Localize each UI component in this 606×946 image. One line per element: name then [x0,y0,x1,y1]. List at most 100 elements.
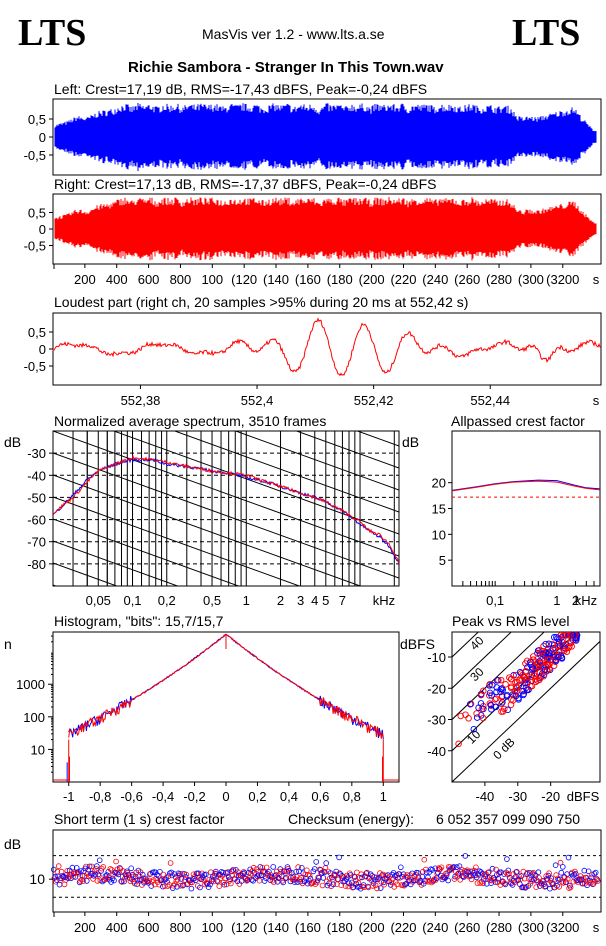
loudest-part-title: Loudest part (right ch, 20 samples >95% … [54,294,469,310]
histogram-ylabel: n [4,636,12,652]
short-crest-point [113,858,119,865]
short-crest-point [539,878,546,884]
short-crest-point [564,876,571,882]
peak-rms-point [555,653,562,661]
right-waveform-xtick-label: 200 [74,272,96,287]
peak-rms-point [532,678,540,686]
peak-rms-point [497,688,504,696]
right-waveform-trace [54,197,597,261]
crest-xunit: kHz [575,593,597,608]
peak-rms-point [509,697,517,704]
spectrum-frame [52,430,400,587]
short-crest-point [350,884,357,890]
short-crest-point [245,876,251,883]
short-crest-point [375,875,382,882]
short-crest-point [591,870,598,877]
short-crest-point [188,885,195,892]
spectrum-xtick-label: 3 [297,593,304,608]
short-crest-point [438,864,445,871]
short-crest-point [502,881,509,888]
short-crest-point [459,873,466,879]
right-waveform-xtick-label: (3200 [546,272,579,287]
short-crest-point [421,856,428,863]
peak-rms-point [518,676,526,683]
right-waveform-xtick-label: (160 [295,272,321,287]
short-crest-point [77,878,83,884]
short-crest-point [592,869,599,876]
right-waveform-xtick-label: 100 [201,272,223,287]
short-crest-point [486,869,492,875]
left-waveform-ytick-label: 0 [39,130,46,145]
histogram-xtick-label: 1 [380,789,387,804]
short-crest-point [64,867,71,874]
peak-rms-point [465,715,472,722]
peak-rms-diagonal-label: 30 [467,665,487,685]
short-crest-point [85,866,91,873]
right-waveform-xtick-label: (240 [422,272,448,287]
short-crest-point [369,883,376,889]
short-crest-point [309,880,316,886]
peak-rms-diagonal [452,640,600,782]
short-crest-point [535,869,542,875]
short-crest-point [203,871,209,878]
loudest-part-xunit: s [593,393,600,408]
short-crest-point [331,872,338,878]
left-waveform-ytick-label: -0,5 [24,148,46,163]
short-crest-point [542,883,549,890]
short-crest-point [268,874,275,880]
peak-rms-point [538,647,546,655]
histogram-xtick-label: -1 [63,789,75,804]
short-crest-point [524,871,530,877]
short-crest-point [367,871,374,877]
short-crest-point [453,864,460,870]
peak-rms-point [536,676,543,684]
peak-rms-ytick-label: -40 [427,744,446,759]
spectrum-xtick-label: 0,2 [158,593,176,608]
spectrum-slope-line [173,431,399,513]
short-crest-point [306,872,313,879]
short-crest-point [168,869,175,876]
short-crest-point [259,864,266,871]
peak-rms-point [470,725,478,733]
spectrum-title: Normalized average spectrum, 3510 frames [54,413,327,429]
short-crest-xtick-label: (280 [486,920,512,935]
peak-rms-point [486,692,493,699]
peak-rms-point [511,691,519,699]
short-crest-point [241,870,248,876]
short-crest-point [222,875,228,882]
crest-title: Allpassed crest factor [451,413,585,429]
right-waveform-xtick-label: (140 [263,272,289,287]
spectrum-slope-line [53,299,399,424]
peak-rms-point [497,685,505,693]
short-crest-point [243,877,250,884]
histogram-xtick-label: 0,8 [343,789,361,804]
short-crest-point [132,873,139,880]
crest-ytick-label: 5 [439,553,446,568]
short-crest-point [216,883,223,889]
short-crest-point [298,864,305,871]
short-crest-point [173,878,180,884]
crest-frame [451,430,601,587]
peak-rms-diagonal-label: 40 [467,633,487,653]
spectrum-right-trace [53,454,399,565]
loudest-part-xtick-label: 552,44 [470,393,510,408]
peak-rms-point [513,688,520,695]
short-crest-point [553,872,559,878]
crest-ylabel: dB [402,434,419,450]
peak-rms-point [544,656,552,663]
histogram-right-trace [68,633,384,739]
spectrum-slope-line [53,562,119,586]
short-crest-point [450,864,457,870]
peak-rms-diagonal [452,632,545,721]
peak-rms-xtick-label: -30 [508,789,527,804]
short-crest-point [321,868,327,875]
short-crest-point [100,864,106,870]
short-crest-point [154,872,160,878]
right-waveform-xunit: s [593,272,600,287]
short-crest-point [321,869,328,875]
short-crest-point [356,874,363,881]
short-crest-point [58,868,65,875]
loudest-part-ytick-label: 0 [39,342,46,357]
peak-rms-point [457,712,464,720]
spectrum-xtick-label: 0,5 [203,593,221,608]
